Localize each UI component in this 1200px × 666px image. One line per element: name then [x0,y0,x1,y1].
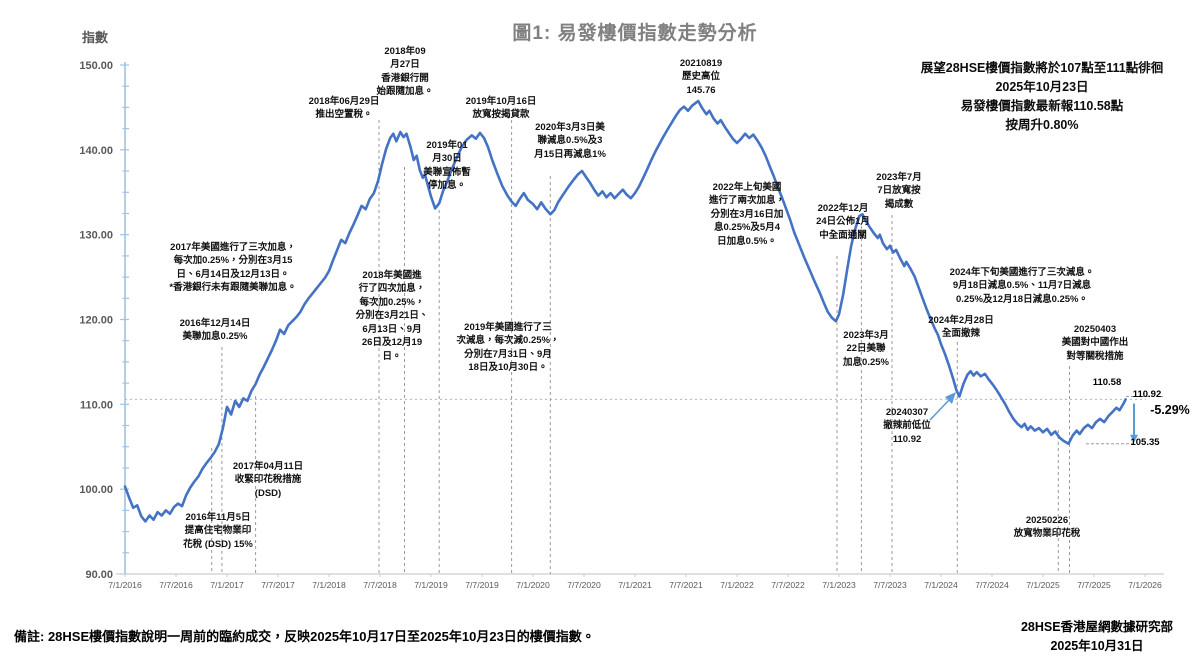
annotation: 2017年04月11日 收緊印花稅措施 (DSD) [232,461,304,499]
credit-block: 28HSE香港屋網數據研究部 2025年10月31日 [1003,618,1191,656]
svg-text:110.00: 110.00 [80,399,113,411]
annotation: 20250226 放寬物業印花稅 [1013,515,1081,540]
annotation: 2016年11月5日 提高住宅物業印 花稅 (DSD) 15% [183,512,253,550]
outlook-block: 展望28HSE樓價指數將於107點至111點徘徊 2025年10月23日 易發樓… [903,59,1181,135]
outlook-line: 展望28HSE樓價指數將於107點至111點徘徊 [920,61,1164,75]
svg-text:140.00: 140.00 [79,145,113,157]
annotation: 20240307 撤辣前低位 110.92 [883,407,931,445]
svg-text:7/1/2019: 7/1/2019 [414,580,448,590]
annotation: 2019年10月16日 放寬按揭貸款 [465,96,537,121]
annotation: 2020年3月3日美 聯減息0.5%及3 月15日再減息1% [534,122,606,160]
svg-text:7/7/2017: 7/7/2017 [261,580,295,590]
svg-text:150.00: 150.00 [79,60,113,72]
outlook-line: 2025年10月23日 [995,80,1089,94]
svg-text:7/7/2016: 7/7/2016 [159,580,193,590]
footnote: 備註: 28HSE樓價指數說明一周前的臨約成交，反映2025年10月17日至20… [14,629,595,644]
svg-text:7/7/2019: 7/7/2019 [465,580,499,590]
annotation: 2023年3月 22日美聯 加息0.25% [843,330,889,368]
svg-text:120.00: 120.00 [79,315,113,327]
svg-text:7/1/2021: 7/1/2021 [618,580,652,590]
svg-text:7/1/2023: 7/1/2023 [822,580,856,590]
annotation: 2023年7月 7日放寬按 揭成數 [876,172,922,210]
svg-text:7/7/2020: 7/7/2020 [567,580,601,590]
svg-text:7/7/2021: 7/7/2021 [669,580,703,590]
price-index-line-chart: 150.00 140.00 130.00 120.00 110.00 100.00 90.0… [79,60,1164,590]
y-axis-title: 指數 [82,30,109,45]
annotation: 20210819 歷史高位 145.76 [679,58,723,96]
annotation: 2019年美國進行了三 次減息，每次減0.25%， 分別在7月31日、9月 18… [456,322,560,374]
svg-text:7/7/2025: 7/7/2025 [1077,580,1111,590]
svg-text:7/1/2025: 7/1/2025 [1026,580,1060,590]
outlook-line: 按周升0.80% [1005,118,1079,132]
percent-change-label: -5.29% [1150,403,1190,417]
svg-text:130.00: 130.00 [79,230,113,242]
annotation: 2018年美國進 行了四次加息， 每次加0.25%， 分別在3月21日、 6月1… [355,270,429,362]
svg-text:7/7/2024: 7/7/2024 [975,580,1009,590]
annotation: 2024年下旬美國進行了三次減息。 9月18日減息0.5%、11月7日減息 0.… [949,267,1095,305]
annotation: 2024年2月28日 全面撤辣 [928,315,994,340]
svg-text:7/7/2023: 7/7/2023 [873,580,907,590]
svg-text:7/1/2024: 7/1/2024 [924,580,958,590]
current-value-label: 110.58 [1092,377,1122,388]
svg-text:7/1/2026: 7/1/2026 [1128,580,1162,590]
svg-text:7/1/2020: 7/1/2020 [516,580,550,590]
svg-text:100.00: 100.00 [79,484,113,496]
svg-text:7/1/2017: 7/1/2017 [210,580,244,590]
page-title: 圖1: 易發樓價指數走勢分析 [512,23,758,44]
pre-relax-low-label: 110.92 [1132,389,1162,400]
svg-text:90.00: 90.00 [85,569,113,581]
svg-text:7/1/2018: 7/1/2018 [312,580,346,590]
recent-low-label: 105.35 [1130,437,1160,448]
svg-text:7/1/2022: 7/1/2022 [720,580,754,590]
annotation: 2018年06月29日 推出空置稅。 [308,96,380,121]
annotation: 2022年12月 24日公佈1月 中全面通關 [816,203,870,241]
annotation: 2017年美國進行了三次加息， 每次加0.25%，分別在3月15 日、6月14日… [169,242,297,294]
annotation: 2019年01 月30日 美聯宣佈暫 停加息。 [423,140,471,192]
annotation: 2018年09 月27日 香港銀行開 始跟隨加息。 [376,46,434,98]
svg-text:7/7/2022: 7/7/2022 [771,580,805,590]
svg-text:7/1/2016: 7/1/2016 [108,580,142,590]
svg-text:7/7/2018: 7/7/2018 [363,580,397,590]
annotation: 20250403 美國對中國作出 對等關稅措施 [1061,324,1129,362]
outlook-line: 易發樓價指數最新報110.58點 [960,99,1124,113]
annotation: 2016年12月14日 美聯加息0.25% [179,318,251,343]
credit-line: 28HSE香港屋網數據研究部 [1020,620,1174,634]
annotation: 2022年上旬美國 進行了兩次加息， 分別在3月16日加 息0.25%及5月4 … [708,182,786,247]
credit-line: 2025年10月31日 [1050,639,1144,653]
